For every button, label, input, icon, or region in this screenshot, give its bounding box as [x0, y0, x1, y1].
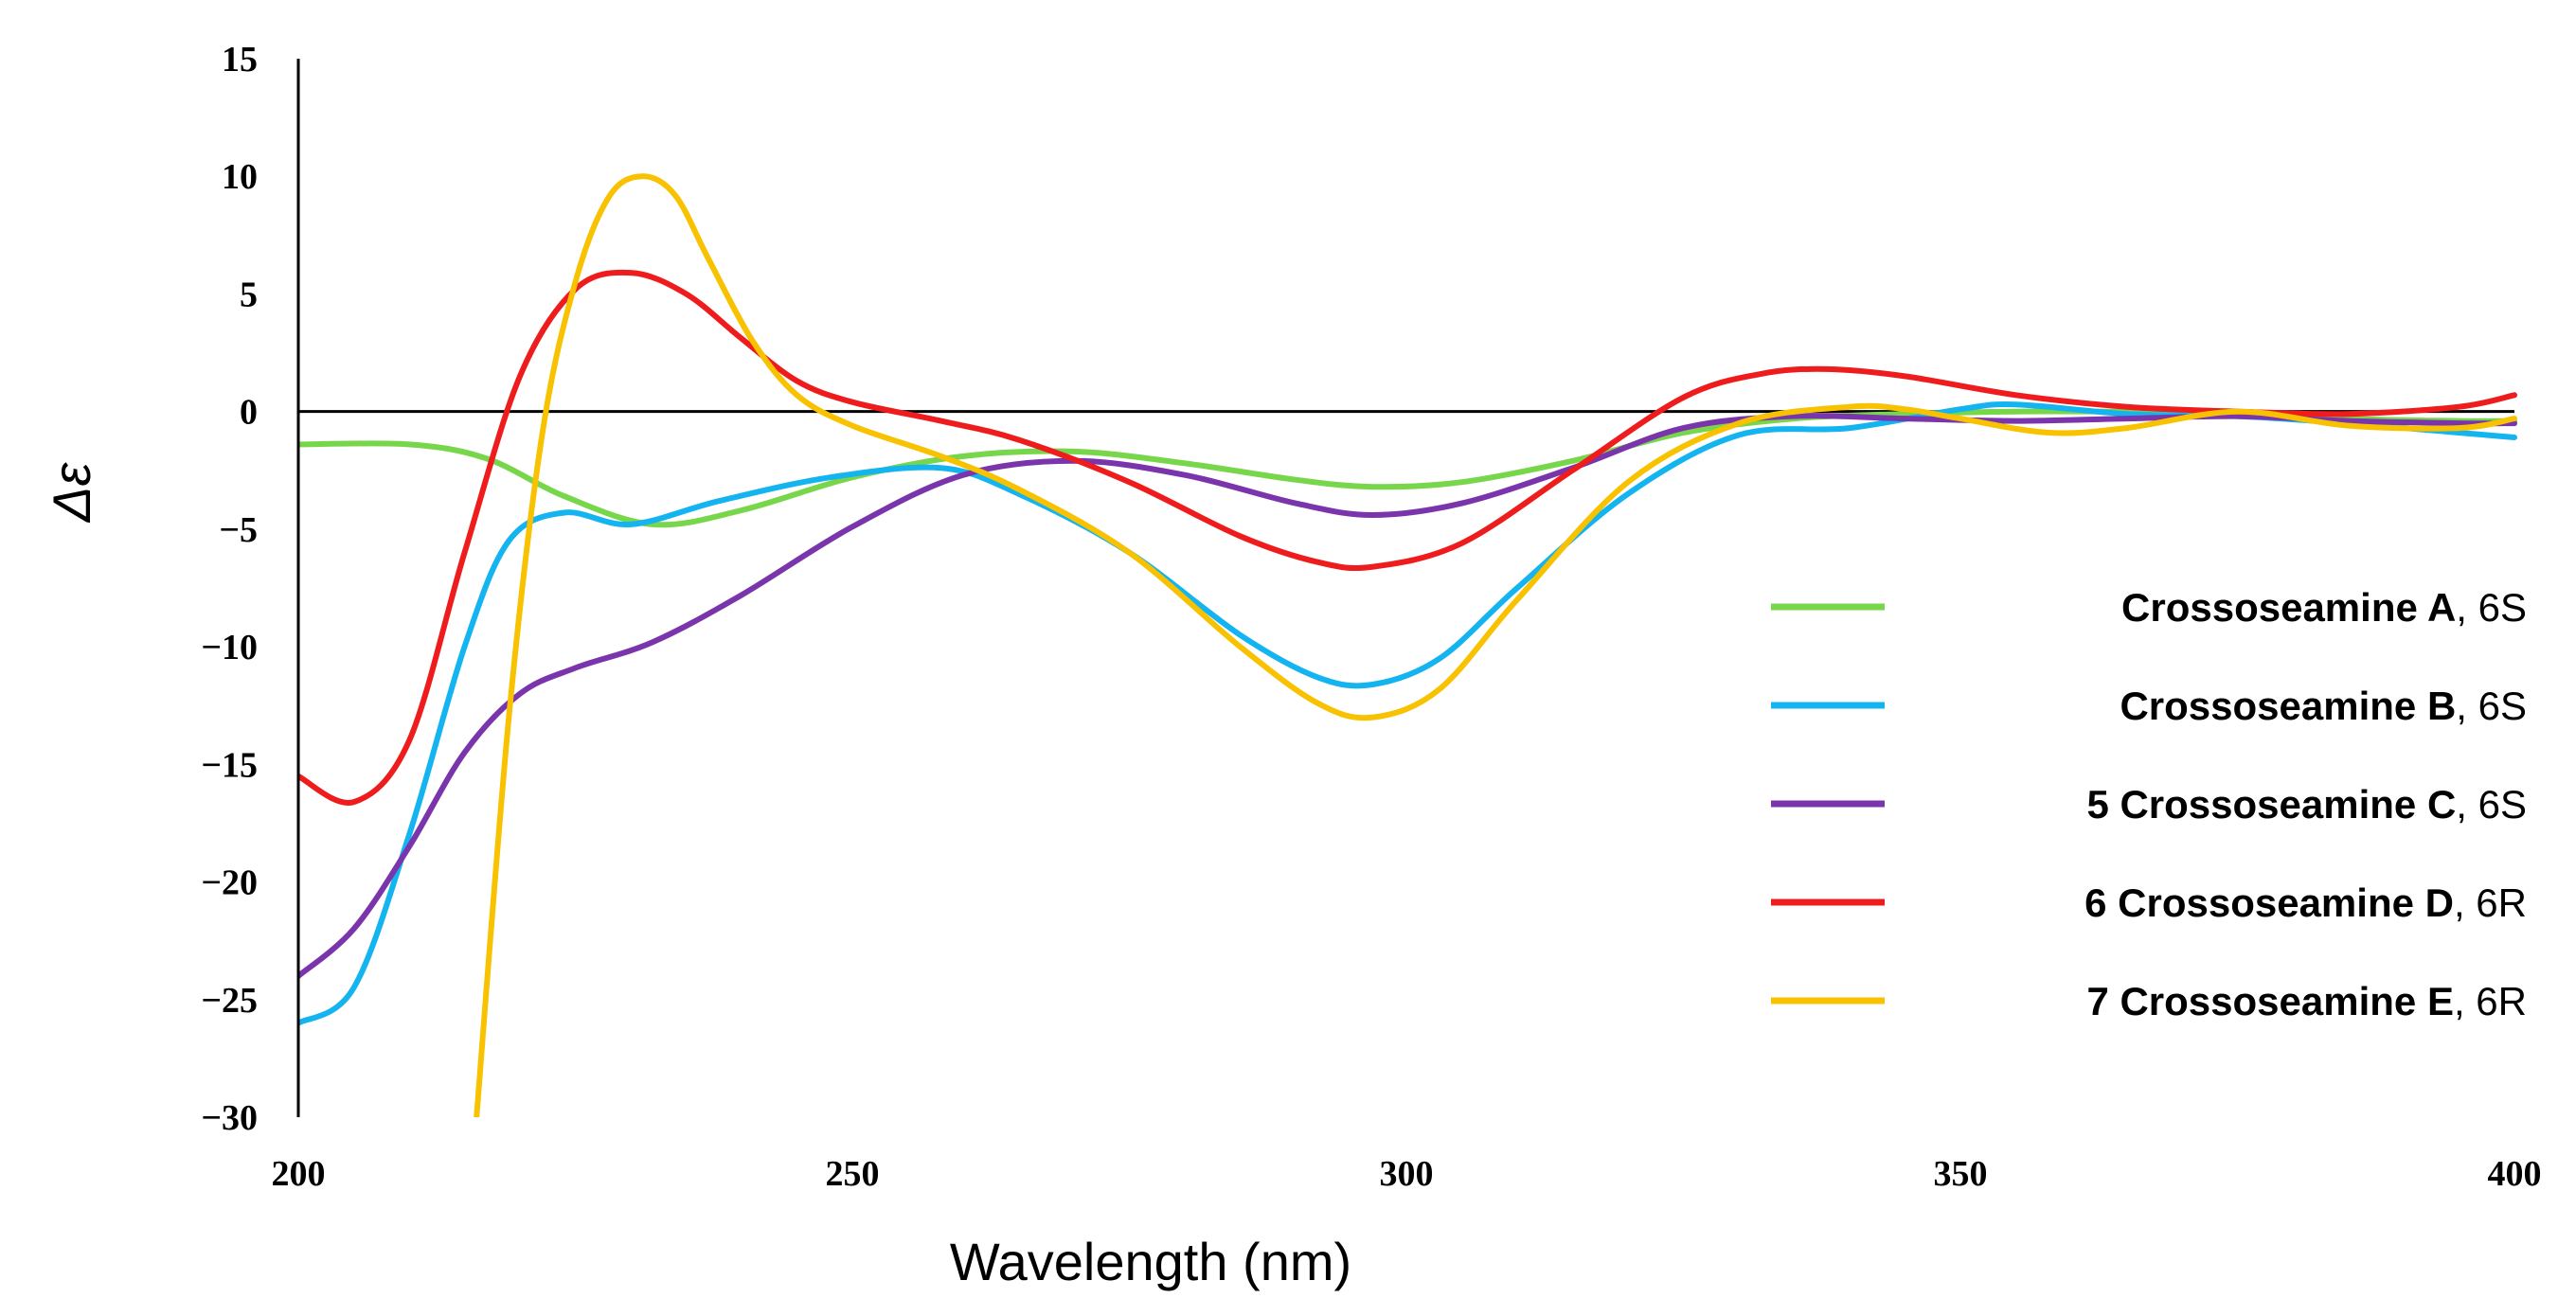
- legend-label: Crossoseamine B, 6S: [2120, 684, 2527, 728]
- y-tick-label: −20: [201, 863, 258, 903]
- legend-label: 6 Crossoseamine D, 6R: [2084, 880, 2527, 925]
- y-tick-label: 0: [240, 393, 258, 433]
- series-line-crossoseamine-c: [298, 413, 2517, 979]
- y-tick-label: −25: [201, 981, 258, 1021]
- legend-label: 5 Crossoseamine C, 6S: [2086, 782, 2527, 827]
- series-line-crossoseamine-d: [298, 269, 2517, 806]
- x-tick-label: 400: [2488, 1154, 2542, 1194]
- legend-label: 7 Crossoseamine E, 6R: [2086, 979, 2527, 1023]
- y-tick-label: −5: [219, 510, 258, 550]
- series-line-crossoseamine-e: [474, 173, 2517, 1117]
- series-lines: [298, 173, 2517, 1117]
- y-tick-label: −15: [201, 745, 258, 785]
- legend-label: Crossoseamine A, 6S: [2121, 585, 2527, 630]
- x-tick-label: 250: [826, 1154, 880, 1194]
- x-tick-labels: 200 250 300 350 400: [272, 1154, 2542, 1194]
- y-axis-title: Δε: [42, 462, 101, 525]
- y-tick-label: −30: [201, 1098, 258, 1138]
- x-tick-label: 300: [1380, 1154, 1434, 1194]
- x-axis-title: Wavelength (nm): [950, 1232, 1351, 1291]
- series-line-crossoseamine-b: [298, 401, 2517, 1026]
- x-tick-label: 350: [1934, 1154, 1988, 1194]
- legend: Crossoseamine A, 6S Crossoseamine B, 6S 5 …: [1771, 585, 2527, 1023]
- series-line-crossoseamine-a: [298, 408, 2517, 528]
- y-tick-label: 15: [222, 40, 258, 80]
- x-tick-label: 200: [272, 1154, 326, 1194]
- y-tick-label: −10: [201, 628, 258, 667]
- y-tick-labels: 15 10 5 0 −5 −10 −15 −20 −25 −30: [201, 40, 258, 1138]
- y-tick-label: 5: [240, 275, 258, 314]
- y-tick-label: 10: [222, 157, 258, 197]
